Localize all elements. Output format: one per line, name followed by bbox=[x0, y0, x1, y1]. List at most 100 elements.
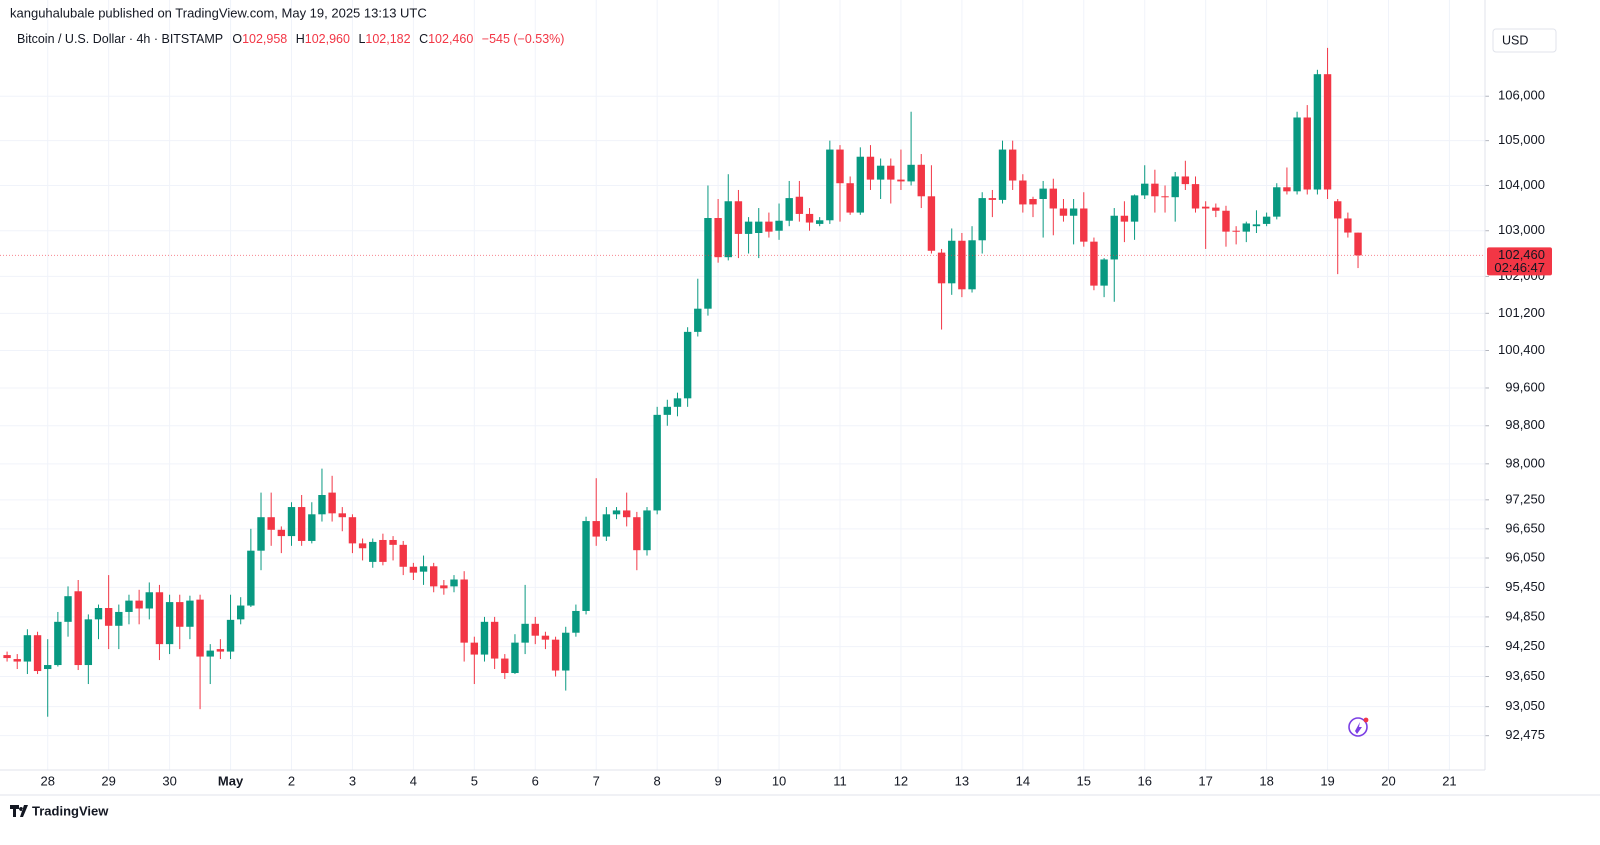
y-tick-label: 97,250 bbox=[1505, 491, 1545, 506]
candle-body bbox=[948, 240, 956, 284]
x-tick-label: 28 bbox=[40, 773, 54, 788]
candle-body bbox=[846, 183, 854, 213]
candle-body bbox=[887, 165, 895, 180]
candle-body bbox=[937, 252, 946, 284]
candle-body bbox=[155, 592, 164, 645]
candle-body bbox=[1252, 224, 1261, 227]
x-tick-label: 16 bbox=[1137, 773, 1151, 788]
candle-body bbox=[541, 635, 550, 640]
candle-body bbox=[694, 308, 702, 332]
x-tick-label: 7 bbox=[593, 773, 600, 788]
x-tick-label: 20 bbox=[1381, 773, 1395, 788]
candle-body bbox=[917, 164, 925, 197]
candle-body bbox=[3, 655, 11, 659]
candle-body bbox=[978, 198, 986, 241]
candle-body bbox=[196, 599, 204, 657]
candle-body bbox=[409, 566, 418, 573]
candle-body bbox=[805, 213, 814, 223]
candle-body bbox=[1344, 218, 1352, 233]
y-tick-label: 101,200 bbox=[1498, 305, 1545, 320]
x-tick-label: 3 bbox=[349, 773, 356, 788]
y-tick-label: 98,800 bbox=[1505, 417, 1545, 432]
y-tick-label: 99,600 bbox=[1505, 379, 1545, 394]
labels: 92,475 93,050 93,650 94,250 94,850 95,450 96,0… bbox=[40, 88, 1552, 788]
candle-body bbox=[1019, 180, 1027, 205]
candle-body bbox=[531, 623, 539, 636]
candle-body bbox=[1110, 215, 1118, 260]
candle-body bbox=[1313, 74, 1322, 190]
currency[interactable]: USD bbox=[1502, 33, 1528, 47]
symbol: Bitcoin / U.S. Dollar · 4h · BITSTAMP bbox=[17, 32, 223, 46]
candle-body bbox=[856, 156, 865, 213]
candle-body bbox=[54, 621, 62, 666]
candle-body bbox=[1120, 215, 1129, 222]
candle-body bbox=[490, 621, 499, 659]
candle-body bbox=[683, 331, 692, 399]
candle-body bbox=[1141, 183, 1149, 196]
candle-body bbox=[1100, 259, 1108, 286]
ohlc-key: H bbox=[296, 32, 305, 46]
candle-body bbox=[216, 649, 225, 652]
candle-body bbox=[653, 414, 661, 511]
candle-body bbox=[826, 149, 834, 221]
y-tick-label: 94,250 bbox=[1505, 638, 1545, 653]
candle-body bbox=[775, 220, 783, 231]
ohlc-key: L bbox=[358, 32, 365, 46]
candle-body bbox=[1273, 187, 1281, 217]
candle-body bbox=[1171, 176, 1179, 198]
brand: TradingView bbox=[32, 803, 109, 818]
candle-body bbox=[602, 514, 611, 537]
candle-body bbox=[622, 510, 631, 518]
candle-body bbox=[104, 608, 113, 626]
candle-body bbox=[1069, 208, 1078, 216]
candle-body bbox=[724, 201, 732, 258]
y-tick-label: 92,475 bbox=[1505, 727, 1545, 742]
candle-body bbox=[460, 579, 468, 643]
candle-body bbox=[64, 596, 72, 622]
candle-body bbox=[328, 492, 336, 514]
candle-body bbox=[582, 521, 590, 611]
candle-body bbox=[257, 517, 265, 551]
candle-body bbox=[450, 579, 458, 587]
candle-body bbox=[501, 658, 509, 674]
candle-body bbox=[927, 196, 936, 251]
candle-body bbox=[968, 240, 976, 290]
candle-body bbox=[734, 201, 743, 234]
currency-box[interactable] bbox=[1492, 28, 1557, 53]
ohlc-key: O bbox=[232, 32, 242, 46]
candle-body bbox=[704, 218, 712, 309]
x-tick-label: 2 bbox=[288, 773, 295, 788]
candle-body bbox=[44, 665, 52, 670]
candle-body bbox=[297, 507, 306, 541]
candle-body bbox=[186, 600, 194, 627]
candle-body bbox=[1059, 208, 1068, 216]
candle-body bbox=[94, 608, 103, 620]
candle-body bbox=[135, 600, 143, 609]
symbol-line: Bitcoin / U.S. Dollar · 4h · BITSTAMP O1… bbox=[17, 32, 564, 46]
candle-body bbox=[1323, 74, 1332, 190]
last-price-label: 102,460 bbox=[1498, 247, 1545, 262]
candle-body bbox=[277, 529, 286, 537]
x-tick-label: 13 bbox=[955, 773, 969, 788]
candle-body bbox=[866, 156, 875, 180]
candle-body bbox=[1008, 149, 1017, 181]
candle-body bbox=[897, 179, 905, 182]
candle-body bbox=[429, 566, 438, 587]
candle-body bbox=[765, 221, 773, 232]
candle-body bbox=[13, 659, 21, 662]
x-tick-label: 14 bbox=[1016, 773, 1030, 788]
candle-body bbox=[358, 543, 367, 549]
candle-body bbox=[23, 635, 32, 662]
candle-body bbox=[1130, 195, 1139, 222]
candle-body bbox=[369, 541, 377, 562]
candle-body bbox=[907, 164, 915, 182]
x-tick-label: 4 bbox=[410, 773, 417, 788]
candle-body bbox=[1029, 198, 1037, 205]
candle-body bbox=[1181, 176, 1190, 185]
candle-body bbox=[33, 635, 42, 672]
candle-body bbox=[287, 507, 296, 537]
candle-body bbox=[379, 539, 387, 562]
candle-body bbox=[521, 623, 529, 643]
x-tick-label: 8 bbox=[654, 773, 661, 788]
